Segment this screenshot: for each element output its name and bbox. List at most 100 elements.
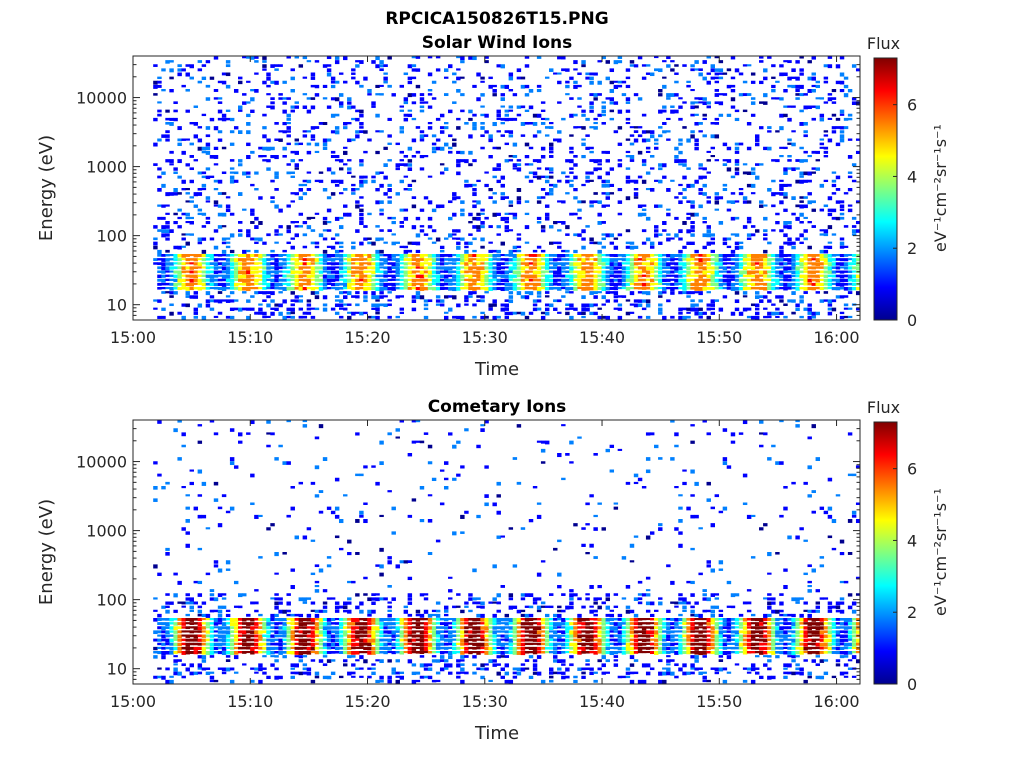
spectrogram-cell — [448, 254, 453, 258]
spectrogram-cell — [415, 282, 421, 286]
spectrogram-cell — [375, 171, 380, 175]
spectrogram-cell — [670, 282, 675, 286]
spectrogram-cell — [274, 303, 279, 307]
spectrogram-cell — [698, 101, 703, 104]
spectrogram-cell — [383, 175, 388, 180]
spectrogram-cell — [213, 618, 219, 623]
spectrogram-cell — [181, 233, 186, 236]
spectrogram-cell — [314, 564, 320, 568]
spectrogram-cell — [233, 307, 239, 311]
spectrogram-cell — [629, 241, 635, 245]
spectrogram-cell — [262, 287, 267, 290]
spectrogram-cell — [431, 282, 437, 285]
spectrogram-cell — [694, 270, 699, 274]
spectrogram-cell — [270, 307, 275, 310]
spectrogram-cell — [266, 618, 271, 622]
spectrogram-cell — [351, 618, 356, 623]
spectrogram-cell — [246, 113, 251, 118]
spectrogram-cell — [229, 307, 235, 311]
spectrogram-cell — [209, 589, 215, 593]
spectrogram-cell — [254, 646, 259, 650]
spectrogram-cell — [456, 282, 461, 287]
spectrogram-cell — [379, 68, 384, 72]
spectrogram-cell — [536, 262, 542, 266]
spectrogram-cell — [843, 303, 849, 307]
spectrogram-cell — [476, 254, 481, 258]
spectrogram-cell — [383, 146, 388, 150]
spectrogram-cell — [330, 84, 336, 89]
spectrogram-cell — [278, 258, 283, 261]
spectrogram-cell — [710, 146, 715, 150]
spectrogram-cell — [791, 241, 796, 245]
spectrogram-cell — [306, 188, 312, 191]
spectrogram-cell — [637, 97, 643, 101]
spectrogram-cell — [221, 618, 227, 621]
spectrogram-cell — [225, 109, 231, 112]
spectrogram-cell — [330, 651, 336, 654]
spectrogram-cell — [581, 200, 586, 204]
spectrogram-cell — [355, 622, 360, 626]
spectrogram-cell — [209, 262, 215, 265]
spectrogram-cell — [783, 183, 788, 187]
spectrogram-cell — [722, 282, 728, 286]
spectrogram-cell — [803, 159, 808, 163]
spectrogram-cell — [205, 291, 211, 296]
spectrogram-cell — [266, 167, 271, 171]
spectrogram-cell — [589, 237, 594, 242]
spectrogram-cell — [839, 241, 845, 246]
spectrogram-cell — [326, 630, 332, 635]
spectrogram-cell — [399, 179, 405, 184]
spectrogram-cell — [197, 188, 203, 191]
spectrogram-cell — [791, 245, 796, 250]
spectrogram-cell — [512, 278, 518, 282]
spectrogram-cell — [233, 299, 239, 302]
spectrogram-cell — [278, 64, 283, 67]
spectrogram-cell — [298, 64, 304, 68]
spectrogram-cell — [302, 646, 308, 650]
spectrogram-cell — [754, 258, 760, 262]
spectrogram-cell — [262, 146, 267, 151]
spectrogram-cell — [238, 651, 243, 654]
spectrogram-cell — [221, 671, 227, 675]
spectrogram-cell — [197, 192, 203, 196]
spectrogram-cell — [565, 266, 570, 270]
spectrogram-cell — [282, 552, 287, 555]
spectrogram-cell — [565, 179, 570, 184]
spectrogram-cell — [177, 311, 182, 315]
spectrogram-cell — [266, 282, 271, 287]
spectrogram-cell — [246, 130, 251, 135]
spectrogram-cell — [306, 307, 312, 311]
spectrogram-cell — [738, 93, 744, 97]
spectrogram-cell — [795, 89, 800, 93]
spectrogram-cell — [209, 254, 215, 258]
spectrogram-cell — [326, 646, 332, 650]
spectrogram-cell — [367, 618, 372, 622]
spectrogram-cell — [722, 142, 728, 147]
spectrogram-cell — [754, 229, 760, 233]
spectrogram-cell — [544, 258, 550, 262]
spectrogram-cell — [783, 233, 788, 238]
spectrogram-cell — [771, 204, 776, 208]
spectrogram-cell — [274, 80, 279, 85]
spectrogram-cell — [173, 618, 178, 621]
spectrogram-cell — [625, 229, 631, 233]
spectrogram-cell — [290, 311, 295, 315]
spectrogram-cell — [306, 142, 312, 146]
spectrogram-cell — [698, 254, 703, 257]
spectrogram-cell — [508, 89, 514, 92]
spectrogram-cell — [246, 258, 251, 261]
spectrogram-cell — [238, 287, 243, 291]
spectrogram-cell — [330, 597, 336, 600]
spectrogram-cell — [690, 134, 695, 139]
spectrogram-cell — [823, 101, 829, 104]
spectrogram-cell — [613, 282, 619, 287]
spectrogram-cell — [730, 216, 736, 221]
spectrogram-cell — [363, 659, 368, 664]
spectrogram-cell — [310, 638, 316, 642]
spectrogram-cell — [419, 274, 425, 279]
spectrogram-cell — [286, 130, 291, 133]
spectrogram-cell — [512, 142, 518, 147]
spectrogram-cell — [629, 274, 635, 279]
spectrogram-cell — [488, 155, 493, 159]
spectrogram-cell — [343, 282, 348, 287]
